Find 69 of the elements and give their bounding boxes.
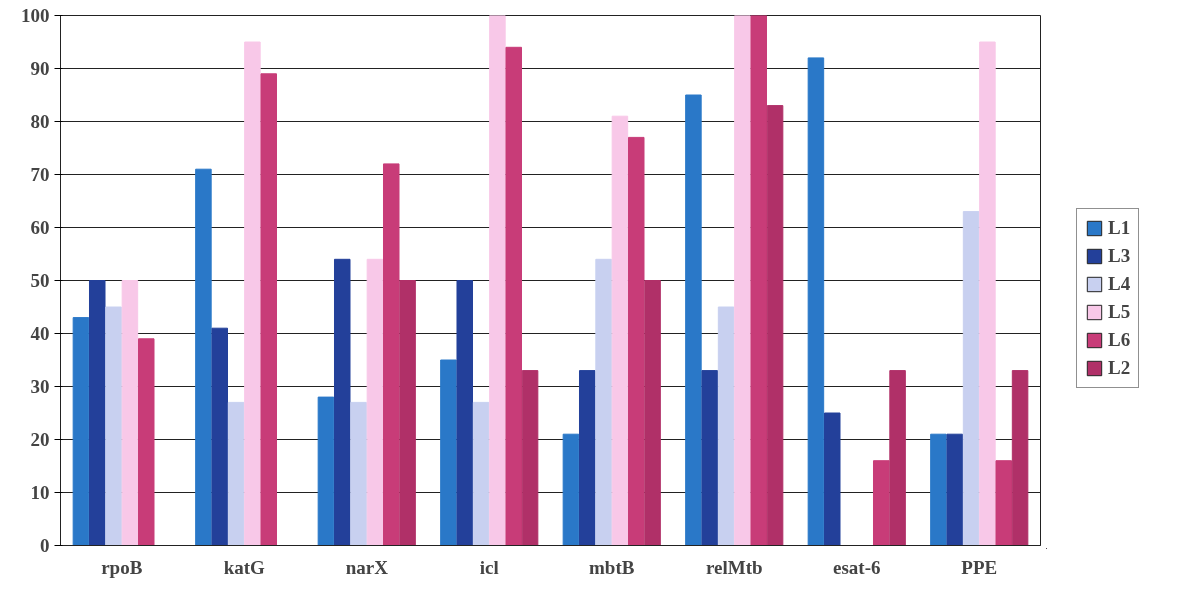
bar <box>979 41 996 546</box>
bar <box>946 433 964 546</box>
bar <box>260 73 278 546</box>
bar <box>578 370 596 546</box>
x-tick-label: narX <box>345 556 389 578</box>
bar <box>317 396 335 546</box>
bar <box>995 460 1013 546</box>
y-tick-label: 90 <box>30 58 50 79</box>
bar <box>644 280 661 546</box>
bar <box>734 15 751 546</box>
bar <box>366 258 384 546</box>
bar <box>350 401 367 546</box>
y-tick-label: 50 <box>30 270 50 291</box>
legend-label: L4 <box>1108 273 1131 295</box>
bar <box>807 57 825 546</box>
y-tick-label: 70 <box>30 164 50 185</box>
legend-label: L6 <box>1108 329 1131 351</box>
x-tick-label: PPE <box>961 556 998 578</box>
bar <box>872 460 890 546</box>
bar <box>611 115 629 546</box>
bar <box>382 163 400 546</box>
bar <box>244 41 261 546</box>
x-tick-label: icl <box>479 556 499 578</box>
bar <box>750 15 768 546</box>
legend-label: L3 <box>1108 245 1131 267</box>
x-tick-label: katG <box>223 556 266 578</box>
bar <box>930 433 947 546</box>
x-tick-label: rpoB <box>101 556 143 578</box>
y-tick-label: 30 <box>30 376 50 397</box>
bar <box>701 370 719 546</box>
bar <box>595 258 612 546</box>
bar <box>823 412 841 546</box>
bar <box>440 359 457 546</box>
bar <box>1011 370 1029 546</box>
bar <box>489 15 506 546</box>
y-tick-label: 10 <box>30 482 50 503</box>
bar <box>333 258 351 546</box>
bar <box>137 338 155 546</box>
y-tick-label: 20 <box>30 429 50 450</box>
bar <box>195 168 212 546</box>
bar <box>521 370 539 546</box>
bar <box>627 136 645 546</box>
bar <box>505 46 523 546</box>
bar <box>685 94 702 546</box>
bar <box>105 306 122 546</box>
x-tick-label: esat-6 <box>833 556 881 578</box>
legend-label: L5 <box>1108 301 1131 323</box>
bar <box>399 280 416 546</box>
bar <box>121 280 139 546</box>
bar <box>962 211 980 546</box>
bar <box>562 433 580 546</box>
x-tick-label: relMtb <box>705 556 763 578</box>
legend-label: L1 <box>1108 217 1131 239</box>
bar <box>227 401 245 546</box>
bar <box>889 370 906 546</box>
x-tick-label: mbtB <box>589 556 635 578</box>
bar <box>211 327 229 546</box>
bar <box>88 280 106 546</box>
y-tick-label: 80 <box>30 111 50 132</box>
bar <box>72 317 90 546</box>
bar <box>766 105 784 546</box>
legend-label: L2 <box>1108 357 1131 379</box>
y-tick-label: 40 <box>30 323 50 344</box>
bar <box>456 280 474 546</box>
y-tick-label: 60 <box>30 217 50 238</box>
bar <box>717 306 735 546</box>
bar <box>472 401 490 546</box>
y-tick-label: 0 <box>40 535 50 556</box>
y-tick-label: 100 <box>21 5 50 26</box>
